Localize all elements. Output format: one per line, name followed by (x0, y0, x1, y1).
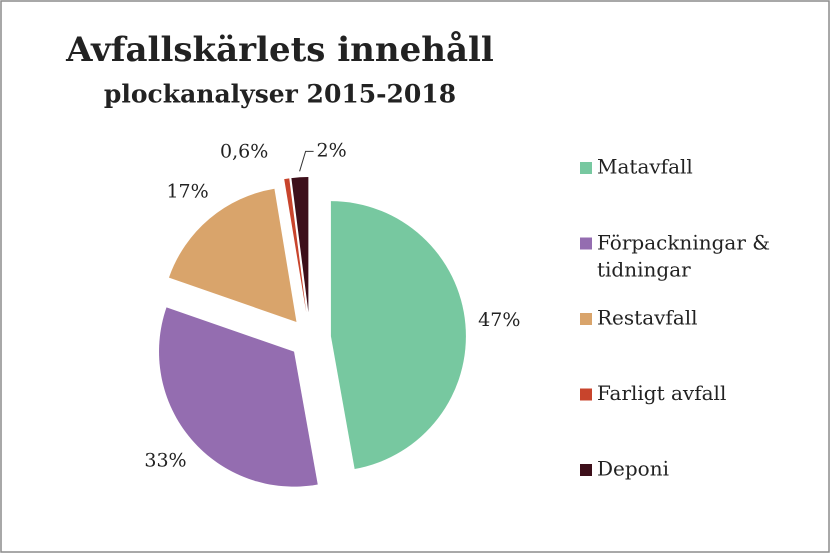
legend-swatch (580, 388, 592, 401)
data-label: 0,6% (220, 141, 268, 163)
legend-swatch (580, 464, 592, 476)
pie-slice (330, 201, 466, 470)
pie-slice (168, 188, 297, 322)
legend-label: Deponi (597, 457, 669, 481)
legend-label: Förpackningar & tidningar (597, 230, 776, 281)
data-label: 2% (317, 139, 347, 161)
legend-swatch (580, 313, 592, 325)
pie-slice (284, 178, 307, 313)
legend-label: Matavfall (597, 155, 693, 179)
data-label: 47% (478, 309, 520, 331)
data-label: 17% (166, 181, 208, 203)
legend-swatch (580, 162, 592, 174)
pie-slice (159, 307, 318, 487)
legend-label: Farligt avfall (597, 381, 726, 405)
legend-label: Restavfall (597, 306, 698, 330)
pie-slice (291, 177, 309, 313)
data-label: 33% (144, 449, 186, 471)
chart-subtitle: plockanalyser 2015-2018 (104, 80, 456, 109)
chart-title: Avfallskärlets innehåll (65, 30, 494, 70)
legend-swatch (580, 237, 592, 250)
leader-line (299, 150, 314, 172)
